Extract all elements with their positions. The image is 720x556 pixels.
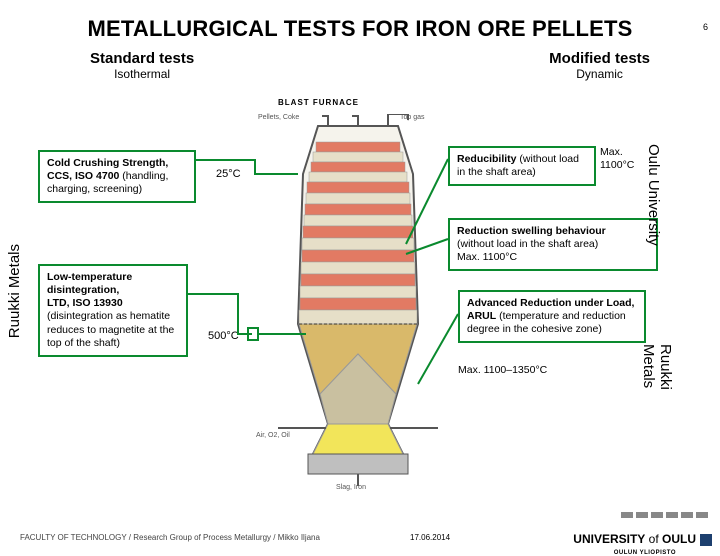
university-sub: OULUN YLIOPISTO <box>614 550 676 556</box>
box-ccs: Cold Crushing Strength, CCS, ISO 4700 (h… <box>38 150 196 203</box>
footer-text: FACULTY OF TECHNOLOGY / Research Group o… <box>20 533 320 542</box>
side-label-right-ruukki: Ruukki Metals <box>640 344 674 390</box>
conn <box>254 173 298 175</box>
page-title: METALLURGICAL TESTS FOR IRON ORE PELLETS <box>0 16 720 42</box>
university-c: OULU <box>662 532 696 546</box>
university-logo: UNIVERSITY of OULU <box>573 532 696 546</box>
left-subcol: Standard tests Isothermal <box>90 50 194 81</box>
page-number: 6 <box>703 22 708 32</box>
conn <box>254 159 256 173</box>
blast-furnace-label: BLAST FURNACE <box>278 98 359 107</box>
right-sub: Dynamic <box>549 67 650 81</box>
decorative-stripes <box>621 512 708 518</box>
temp-25: 25°C <box>216 168 241 180</box>
box-reducibility: Reducibility (without load in the shaft … <box>448 146 596 186</box>
box-arul: Advanced Reduction under Load, ARUL (tem… <box>458 290 646 343</box>
logo-square <box>700 534 712 546</box>
box-swelling: Reduction swelling behaviour(without loa… <box>448 218 658 271</box>
right-subcol: Modified tests Dynamic <box>549 50 650 81</box>
university-b: of <box>645 532 662 546</box>
side-label-right-oulu: Oulu University <box>645 144 662 246</box>
footer-date: 17.06.2014 <box>410 533 450 542</box>
side-label-left: Ruukki Metals <box>6 244 23 338</box>
university-a: UNIVERSITY <box>573 532 645 546</box>
box-ltd: Low-temperature disintegration,LTD, ISO … <box>38 264 188 357</box>
left-heading: Standard tests <box>90 50 194 67</box>
arul-max: Max. 1100–1350°C <box>458 364 547 376</box>
subtitles-row: Standard tests Isothermal Modified tests… <box>0 42 720 81</box>
main-diagram: BLAST FURNACE Pellets, Coke Top gas 1100… <box>0 114 720 496</box>
left-sub: Isothermal <box>90 67 194 81</box>
right-heading: Modified tests <box>549 50 650 67</box>
conn-ltd-svg <box>188 234 308 354</box>
conn <box>196 159 256 161</box>
